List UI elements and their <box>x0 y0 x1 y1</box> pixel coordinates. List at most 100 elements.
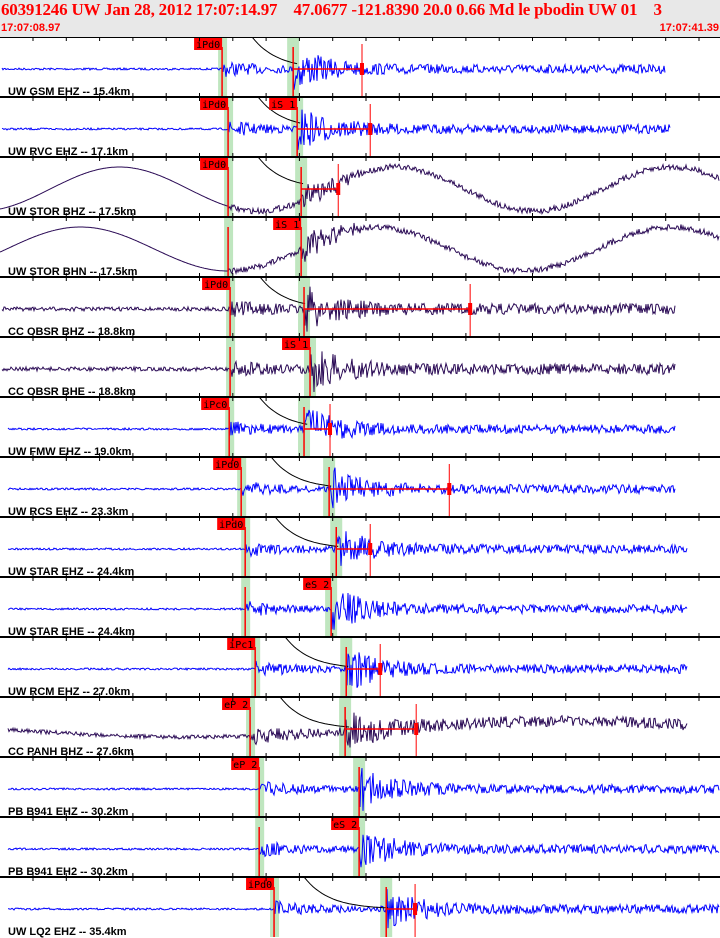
trace-label: UW RVC EHZ -- 17.1km <box>8 146 128 158</box>
pick-label: iPd0 <box>248 880 272 891</box>
coda-curve <box>259 276 306 305</box>
trace-label: UW STAR EHE -- 24.4km <box>8 626 135 638</box>
pick-label: eS 2 <box>333 820 357 831</box>
end-time: 17:07:41.39 <box>659 22 719 34</box>
pick-label-box[interactable] <box>194 38 223 50</box>
pick-label: iPc0 <box>203 400 227 411</box>
pick-label: iPd0 <box>202 160 226 171</box>
pick-label: iS 1 <box>275 220 299 231</box>
trace-row[interactable]: iS 1 CC OBSR BHE -- 18.8km <box>0 333 720 398</box>
pick-label-box[interactable] <box>217 518 246 530</box>
trace-row[interactable]: iPd0 CC OBSR BHZ -- 18.8km <box>0 273 720 338</box>
pick-label: eP 2 <box>224 700 248 711</box>
waveform <box>8 592 688 630</box>
trace-row[interactable]: eS 2 UW STAR EHE -- 24.4km <box>0 573 720 638</box>
pick-label: iS 1 <box>271 100 295 111</box>
coda-curve <box>257 96 301 124</box>
trace-label: CC OBSR BHZ -- 18.8km <box>8 326 135 338</box>
pick-label-box[interactable] <box>200 98 229 110</box>
coda-marker-box <box>468 303 473 315</box>
trace-label: CC OBSR BHE -- 18.8km <box>8 386 136 398</box>
trace-label: UW FMW EHZ -- 19.0km <box>8 446 132 458</box>
event-header: 60391246 UW Jan 28, 2012 17:07:14.97 47.… <box>0 0 720 37</box>
pick-label: iPd0 <box>215 460 239 471</box>
waveform <box>1 351 676 393</box>
trace-row[interactable]: iPd0 UW LQ2 EHZ -- 35.4km <box>0 873 720 938</box>
pick-label: eP 2 <box>233 760 257 771</box>
trace-label: PB B941 EHZ -- 30.2km <box>8 806 129 818</box>
pick-label: iS 1 <box>284 340 308 351</box>
coda-marker-box <box>336 183 341 195</box>
trace-row[interactable]: eP 2 PB B941 EHZ -- 30.2km <box>0 753 720 818</box>
coda-curve <box>270 456 332 487</box>
trace-row[interactable]: iPd0 UW RCS EHZ -- 23.3km <box>0 453 720 518</box>
waveform <box>1 55 666 90</box>
trace-row[interactable]: iPd0 iS 1 UW RVC EHZ -- 17.1km <box>0 93 720 158</box>
pick-label-box[interactable] <box>269 98 298 110</box>
pick-label: eS 2 <box>305 580 329 591</box>
coda-curve <box>303 876 389 909</box>
coda-curve <box>251 37 298 65</box>
coda-marker-box <box>447 483 452 495</box>
coda-curve <box>274 516 339 547</box>
pick-label: iPd0 <box>219 520 243 531</box>
pick-label-box[interactable] <box>303 578 332 590</box>
waveform <box>7 467 676 509</box>
trace-row[interactable]: iPd0 UW STOR BHZ -- 17.5km <box>0 153 720 218</box>
trace-label: PB B941 EH2 -- 30.2km <box>8 866 128 878</box>
waveform <box>7 652 688 688</box>
waveform <box>7 834 720 868</box>
pick-label-box[interactable] <box>331 818 360 830</box>
coda-curve <box>284 636 349 667</box>
coda-marker-box <box>359 63 364 75</box>
coda-marker-box <box>414 723 419 735</box>
coda-marker-box <box>368 543 373 555</box>
waveform <box>0 162 720 215</box>
pick-label-box[interactable] <box>246 878 275 890</box>
pick-label-box[interactable] <box>202 278 231 290</box>
pick-label-box[interactable] <box>200 158 229 170</box>
pick-label: iPd0 <box>202 100 226 111</box>
pick-label-box[interactable] <box>213 458 242 470</box>
trace-label: UW STOR BHZ -- 17.5km <box>8 206 136 218</box>
pick-label-box[interactable] <box>201 398 230 410</box>
trace-row[interactable]: eP 2 CC PANH BHZ -- 27.6km <box>0 693 720 758</box>
pick-label-box[interactable] <box>231 758 260 770</box>
start-time: 17:07:08.97 <box>1 22 61 34</box>
pick-label-box[interactable] <box>273 218 302 230</box>
pick-label: iPd0 <box>204 280 228 291</box>
waveform <box>7 768 720 811</box>
waveform <box>7 712 688 748</box>
trace-row[interactable]: iPc0 UW FMW EHZ -- 19.0km <box>0 393 720 458</box>
pick-label-box[interactable] <box>222 698 251 710</box>
pick-label-box[interactable] <box>227 638 256 650</box>
waveform <box>1 286 676 332</box>
event-title: 60391246 UW Jan 28, 2012 17:07:14.97 47.… <box>1 0 662 19</box>
coda-curve <box>257 156 304 185</box>
waveform <box>1 109 671 150</box>
trace-label: UW STAR EHZ -- 24.4km <box>8 566 135 578</box>
trace-row[interactable]: eS 2 PB B941 EH2 -- 30.2km <box>0 813 720 878</box>
waveform <box>7 531 688 566</box>
waveform <box>7 409 676 439</box>
coda-marker-box <box>368 123 373 135</box>
pick-label: iPc1 <box>229 640 253 651</box>
coda-curve <box>279 696 350 728</box>
coda-marker-box <box>328 423 333 435</box>
trace-label: UW STOR BHN -- 17.5km <box>8 266 138 278</box>
coda-marker-box <box>378 663 383 675</box>
coda-marker-box <box>413 903 418 915</box>
trace-row[interactable]: iS 1 UW STOR BHN -- 17.5km <box>0 213 720 278</box>
trace-row[interactable]: iPd0 UW STAR EHZ -- 24.4km <box>0 513 720 578</box>
coda-curve <box>258 396 308 425</box>
pick-label: iPd0 <box>196 40 220 51</box>
waveform <box>8 889 720 929</box>
trace-label: UW RCS EHZ -- 23.3km <box>8 506 129 518</box>
trace-label: UW LQ2 EHZ -- 35.4km <box>8 926 127 938</box>
trace-label: CC PANH BHZ -- 27.6km <box>8 746 134 758</box>
pick-label-box[interactable] <box>282 338 311 350</box>
